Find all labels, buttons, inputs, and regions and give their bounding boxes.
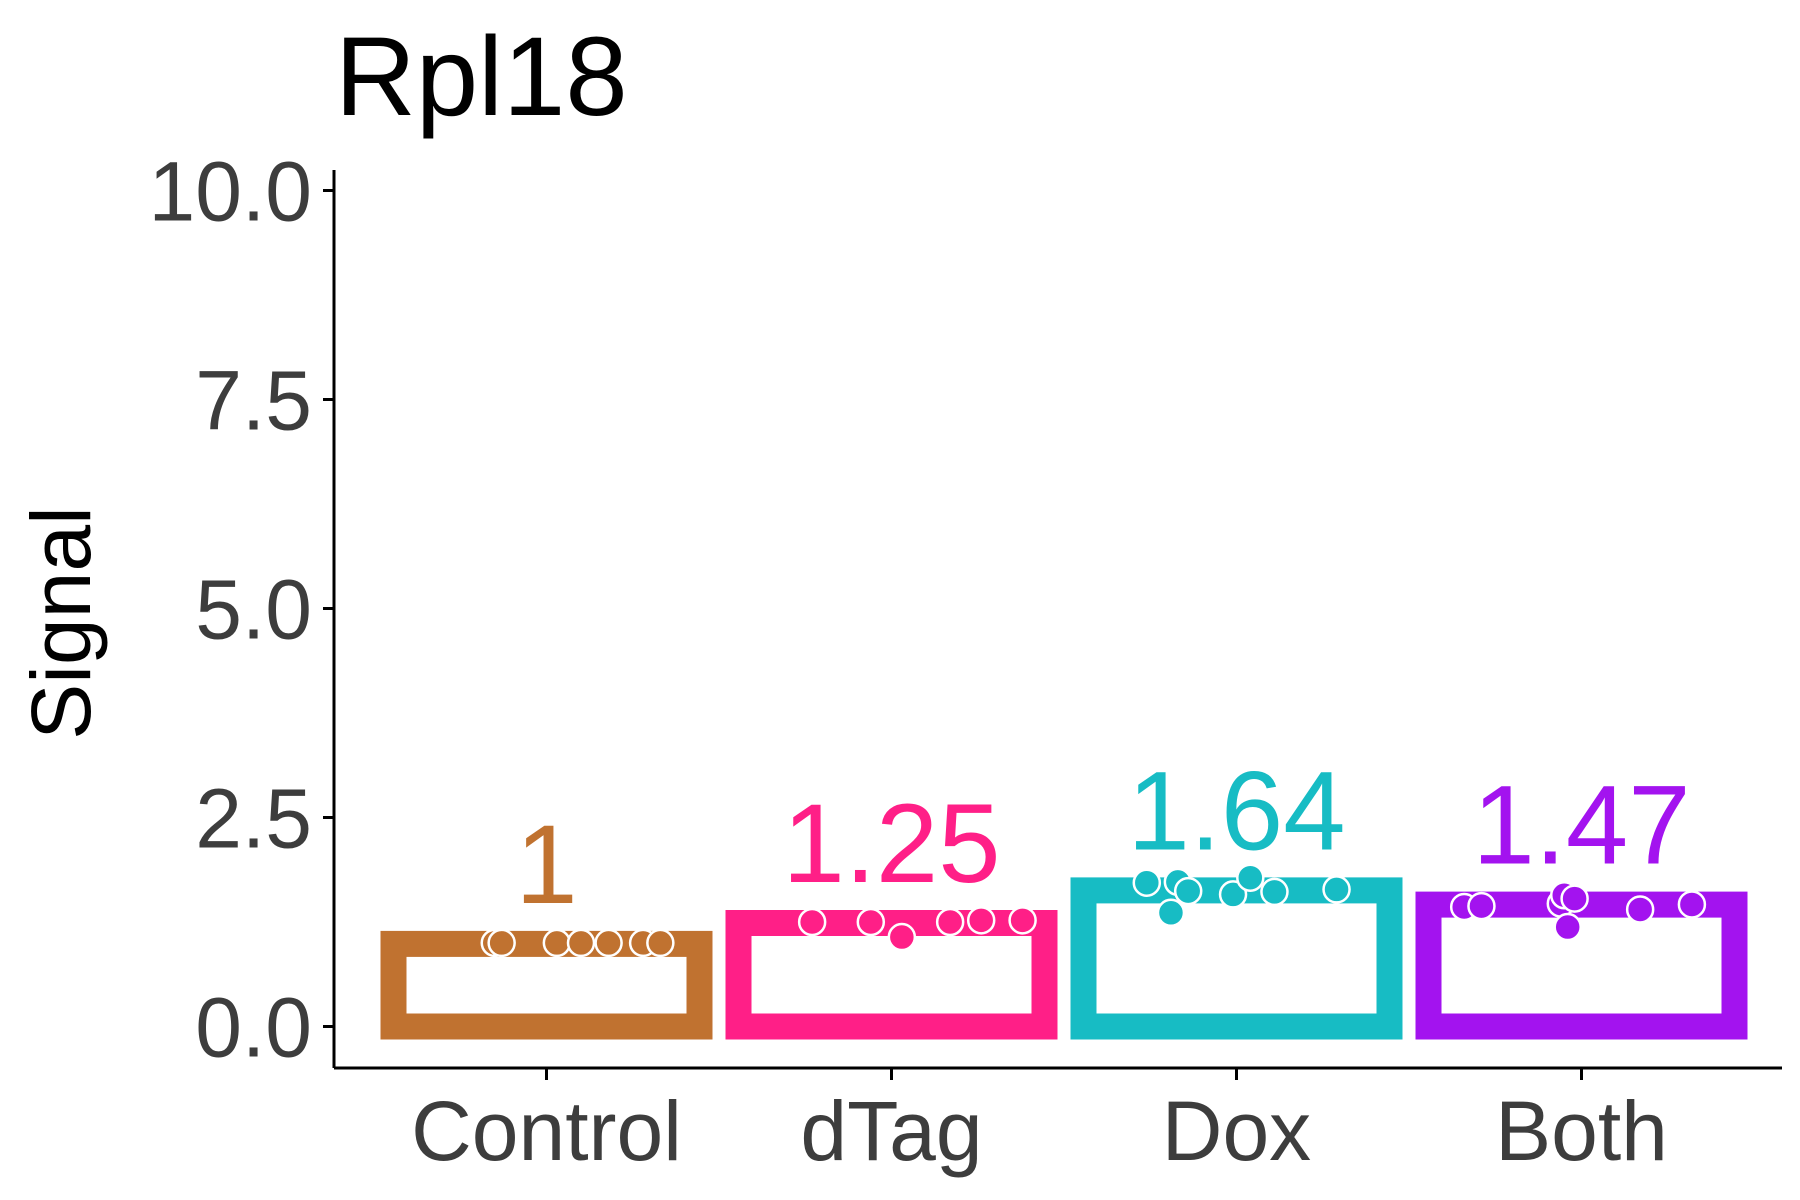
bar: [725, 910, 1058, 1040]
data-point: [797, 907, 827, 937]
data-point: [1560, 884, 1589, 913]
data-point: [1467, 891, 1496, 921]
bar-value-label: 1.47: [1473, 763, 1691, 888]
data-point: [935, 907, 965, 937]
bar-value-label: 1.25: [783, 781, 1001, 906]
bar: [1070, 877, 1403, 1040]
bars-layer: [380, 877, 1748, 1040]
data-point: [966, 906, 996, 935]
x-tick-label: Dox: [1162, 1084, 1311, 1178]
data-point: [887, 922, 917, 952]
data-point: [856, 907, 886, 937]
x-ticks-layer: Control dTag Dox Both: [411, 1068, 1668, 1178]
data-point: [1218, 880, 1248, 909]
y-axis-title: Signal: [14, 506, 108, 740]
data-point: [1322, 875, 1351, 904]
data-point: [1677, 890, 1707, 919]
x-tick-label: dTag: [800, 1084, 982, 1178]
data-point: [1008, 906, 1037, 935]
data-point: [542, 928, 572, 958]
data-point: [487, 928, 516, 958]
bar: [1415, 891, 1748, 1040]
data-point: [1173, 876, 1203, 906]
data-point: [594, 928, 623, 958]
bar-value-label: 1: [515, 802, 577, 927]
data-point: [566, 928, 596, 958]
bar: [380, 930, 713, 1040]
chart-title: Rpl18: [335, 14, 628, 139]
data-point: [1236, 863, 1265, 892]
y-tick-label: 2.5: [195, 772, 312, 866]
x-tick-label: Both: [1495, 1084, 1668, 1178]
data-point: [1625, 895, 1655, 924]
y-tick-label: 10.0: [149, 145, 313, 239]
value-labels-layer: 1 1.25 1.64 1.47: [515, 748, 1690, 927]
data-point: [1132, 868, 1162, 897]
data-point: [1553, 912, 1582, 942]
points-layer: [480, 863, 1707, 958]
y-tick-label: 0.0: [195, 981, 312, 1075]
y-ticks-layer: 0.0 2.5 5.0 7.5 10.0: [149, 145, 334, 1075]
x-tick-label: Control: [411, 1084, 682, 1178]
data-point: [646, 928, 675, 958]
data-point: [1260, 877, 1289, 907]
y-tick-label: 7.5: [195, 354, 312, 448]
y-tick-label: 5.0: [195, 563, 312, 657]
data-point: [1156, 898, 1186, 928]
bar-value-label: 1.64: [1128, 748, 1346, 873]
